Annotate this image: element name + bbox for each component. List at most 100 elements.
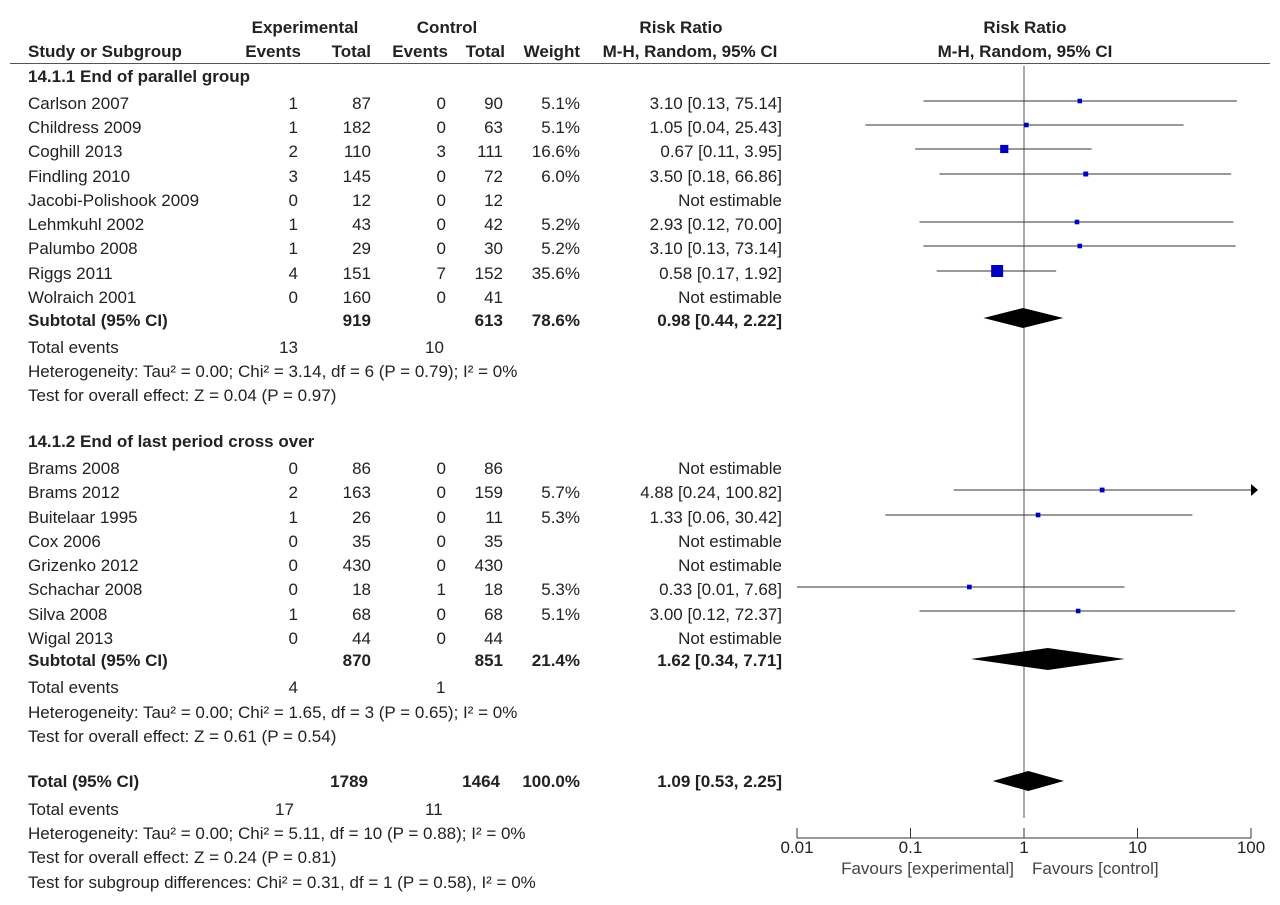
risk-ratio-ci: 3.50 [0.18, 66.86] — [649, 167, 782, 186]
risk-ratio-subheader: M-H, Random, 95% CI — [602, 42, 778, 61]
point-estimate-square — [991, 265, 1004, 277]
ctrl-events: 0 — [436, 239, 446, 258]
weight: 5.2% — [541, 239, 580, 258]
ctrl-events: 0 — [436, 483, 446, 502]
exp-total: 430 — [342, 556, 371, 575]
weight: 78.6% — [531, 311, 580, 330]
ctrl-total: 35 — [484, 532, 503, 551]
overall-effect-text: Test for overall effect: Z = 0.24 (P = 0… — [28, 848, 337, 867]
favours-experimental-label: Favours [experimental] — [841, 859, 1014, 878]
ctrl-events: 0 — [436, 94, 446, 113]
exp-events: 4 — [288, 678, 298, 697]
weight: 35.6% — [531, 264, 580, 283]
risk-ratio-ci: 0.98 [0.44, 2.22] — [657, 311, 782, 330]
exp-total: 110 — [343, 142, 371, 161]
ctrl-total: 613 — [474, 311, 503, 330]
heterogeneity-text: Heterogeneity: Tau² = 0.00; Chi² = 3.14,… — [28, 362, 518, 381]
ctrl-total: 18 — [484, 580, 503, 599]
risk-ratio-ci: Not estimable — [678, 556, 782, 575]
events-label: Total events — [28, 338, 119, 357]
overall-effect-text: Test for overall effect: Z = 0.04 (P = 0… — [28, 386, 337, 405]
exp-total: 43 — [352, 215, 371, 234]
risk-ratio-ci: 1.05 [0.04, 25.43] — [649, 118, 782, 137]
ctrl-total: 63 — [484, 118, 503, 137]
ctrl-events: 1 — [436, 678, 446, 697]
ctrl-total: 41 — [484, 288, 503, 307]
study-column-header: Study or Subgroup — [28, 42, 182, 61]
ctrl-total: 159 — [474, 483, 503, 502]
experimental-group-header: Experimental — [251, 18, 359, 37]
weight: 5.2% — [541, 215, 580, 234]
events-label: Total events — [28, 800, 119, 819]
ctrl-total: 152 — [474, 264, 503, 283]
ctrl-events: 1 — [436, 580, 446, 599]
weight: 5.1% — [541, 118, 580, 137]
exp-total: 1789 — [330, 772, 368, 791]
ctrl-total-header: Total — [465, 42, 505, 61]
exp-total: 151 — [342, 264, 371, 283]
study-name: Coghill 2013 — [28, 142, 123, 161]
weight: 100.0% — [522, 772, 580, 791]
exp-total: 87 — [352, 94, 371, 113]
subtotal-label: Subtotal (95% CI) — [28, 311, 168, 330]
study-name: Findling 2010 — [28, 167, 131, 186]
exp-total: 12 — [352, 191, 371, 210]
exp-total: 18 — [352, 580, 371, 599]
risk-ratio-ci: Not estimable — [678, 288, 782, 307]
ctrl-events: 0 — [436, 556, 446, 575]
study-name: Grizenko 2012 — [28, 556, 139, 575]
plot-header: Risk Ratio — [983, 18, 1067, 37]
point-estimate-square — [1077, 243, 1083, 249]
overall-effect-text: Test for overall effect: Z = 0.61 (P = 0… — [28, 727, 337, 746]
point-estimate-square — [1075, 608, 1081, 614]
point-estimate-square — [1099, 487, 1105, 493]
ctrl-events: 0 — [436, 167, 446, 186]
exp-total: 29 — [352, 239, 371, 258]
exp-events: 1 — [288, 239, 298, 258]
exp-total: 919 — [342, 311, 371, 330]
point-estimate-square — [1077, 98, 1083, 104]
axis-tick-label: 1 — [1019, 838, 1028, 857]
weight: 5.7% — [541, 483, 580, 502]
subtotal-label: Subtotal (95% CI) — [28, 651, 168, 670]
axis-tick-label: 0.01 — [780, 838, 813, 857]
ctrl-events: 0 — [436, 605, 446, 624]
study-name: Brams 2008 — [28, 459, 120, 478]
ctrl-events: 0 — [436, 288, 446, 307]
risk-ratio-ci: 1.09 [0.53, 2.25] — [657, 772, 782, 791]
ctrl-total: 72 — [484, 167, 503, 186]
ctrl-total: 12 — [484, 191, 503, 210]
ctrl-events: 0 — [436, 118, 446, 137]
ctrl-total: 68 — [484, 605, 503, 624]
pooled-diamond — [970, 648, 1125, 670]
exp-events: 0 — [288, 556, 298, 575]
ci-arrow-icon — [1251, 484, 1258, 496]
axis-tick-label: 10 — [1128, 838, 1147, 857]
ctrl-events: 0 — [436, 459, 446, 478]
ctrl-events: 0 — [436, 508, 446, 527]
ctrl-total: 42 — [484, 215, 503, 234]
events-label: Total events — [28, 678, 119, 697]
risk-ratio-ci: 0.67 [0.11, 3.95] — [660, 142, 782, 161]
weight: 5.1% — [541, 605, 580, 624]
exp-events: 17 — [275, 800, 294, 819]
point-estimate-square — [967, 584, 972, 590]
study-name: Buitelaar 1995 — [28, 508, 138, 527]
point-estimate-square — [1024, 122, 1029, 128]
study-name: Silva 2008 — [28, 605, 108, 624]
weight: 16.6% — [531, 142, 580, 161]
exp-events: 0 — [288, 288, 298, 307]
study-name: Jacobi-Polishook 2009 — [28, 191, 200, 210]
ctrl-total: 111 — [477, 142, 503, 161]
risk-ratio-ci: Not estimable — [678, 459, 782, 478]
ctrl-events: 7 — [436, 264, 446, 283]
ctrl-total: 1464 — [462, 772, 500, 791]
risk-ratio-ci: Not estimable — [678, 532, 782, 551]
subgroup-title: 14.1.2 End of last period cross over — [28, 432, 315, 451]
plot-subheader: M-H, Random, 95% CI — [937, 42, 1113, 61]
exp-events: 1 — [288, 215, 298, 234]
risk-ratio-ci: 3.10 [0.13, 75.14] — [649, 94, 782, 113]
ctrl-events: 11 — [425, 800, 443, 819]
exp-events: 4 — [288, 264, 298, 283]
